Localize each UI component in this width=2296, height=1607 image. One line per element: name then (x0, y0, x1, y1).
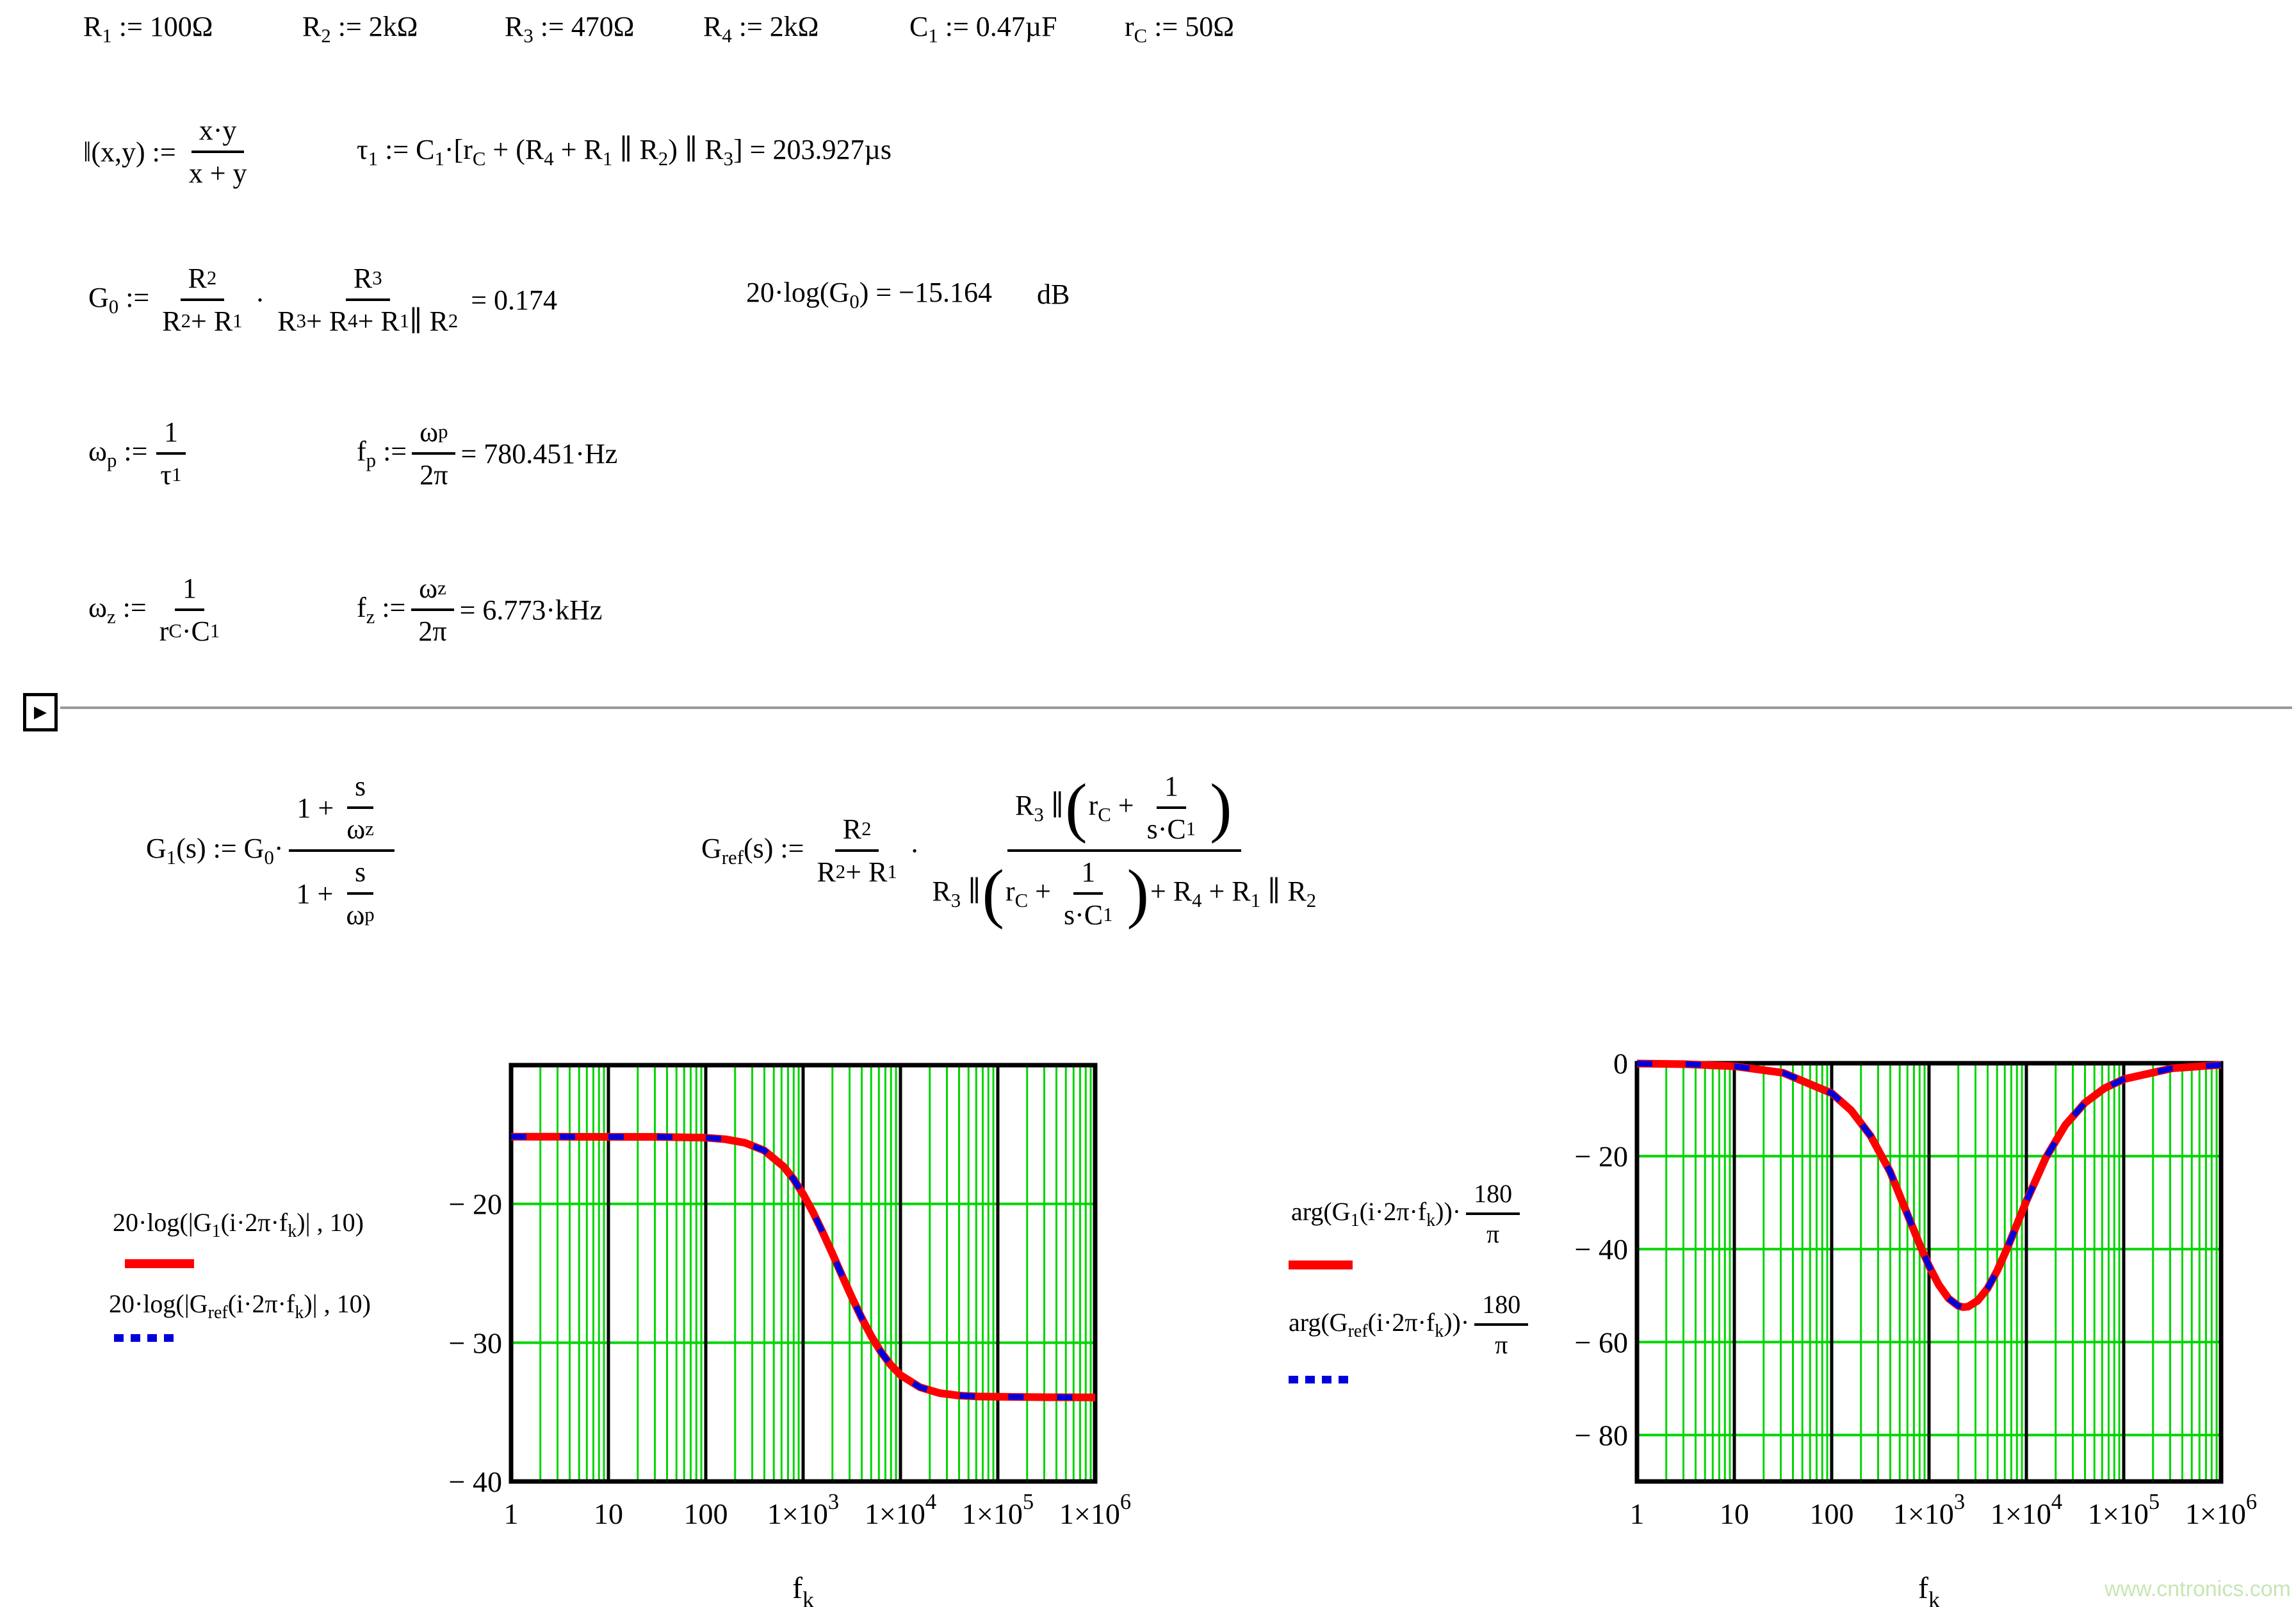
svg-text:100: 100 (684, 1497, 728, 1530)
svg-text:fk: fk (792, 1571, 814, 1607)
g0-db-evaluation[interactable]: 20·log(G0) = −15.164 dB (746, 277, 1070, 313)
svg-text:100: 100 (1810, 1497, 1854, 1530)
phase-legend-series2: arg(Gref(i·2π·fk))· 180 π (1289, 1289, 1533, 1360)
series2-blue-dash-sample (1289, 1376, 1348, 1383)
svg-text:10: 10 (594, 1497, 623, 1530)
svg-text:1×106: 1×106 (2185, 1490, 2257, 1530)
svg-text:1: 1 (1630, 1497, 1645, 1530)
svg-text:− 20: − 20 (449, 1188, 502, 1221)
svg-text:1×103: 1×103 (767, 1490, 839, 1530)
svg-text:fk: fk (1918, 1571, 1940, 1607)
section-collapse-toggle[interactable]: ▶ (23, 693, 58, 731)
svg-text:− 40: − 40 (449, 1465, 502, 1498)
svg-text:1: 1 (504, 1497, 519, 1530)
svg-text:1×104: 1×104 (1991, 1490, 2062, 1530)
phase-legend-series1: arg(G1(i·2π·fk))· 180 π (1291, 1179, 1525, 1249)
svg-text:− 20: − 20 (1575, 1140, 1628, 1173)
svg-text:− 40: − 40 (1575, 1233, 1628, 1266)
svg-text:1×106: 1×106 (1059, 1490, 1131, 1530)
svg-text:− 80: − 80 (1575, 1419, 1628, 1451)
magnitude-plot[interactable]: 1 10 100 1×103 1×104 1×105 1×106 − 20 − 30 − 40 fk (397, 1038, 1204, 1607)
definition-r1[interactable]: R1 := 100Ω (83, 11, 213, 47)
magnitude-legend-series1: 20·log(|G1(i·2π·fk)| , 10) (113, 1208, 364, 1241)
svg-text:− 60: − 60 (1575, 1326, 1628, 1358)
watermark: www.cntronics.com (2105, 1577, 2291, 1601)
svg-text:0: 0 (1613, 1047, 1628, 1080)
series1-red-line-sample (1289, 1260, 1353, 1269)
omega-z-definition[interactable]: ωz := 1 r C ·C 1 (88, 573, 220, 647)
parallel-function-definition[interactable]: ‖(x,y) := x·y x + y (83, 114, 260, 190)
phase-plot[interactable]: 1 10 100 1×103 1×104 1×105 1×106 0 − 20 − 40 − 60 −… (1524, 1038, 2296, 1607)
magnitude-legend-series2: 20·log(|Gref(i·2π·fk)| , 10) (109, 1289, 371, 1323)
parallel-lhs: ‖(x,y) := (83, 136, 176, 168)
right-arrow-icon: ▶ (34, 703, 47, 722)
definition-c1[interactable]: C1 := 0.47µF (909, 11, 1057, 47)
series2-blue-dash-sample (114, 1334, 174, 1342)
parallel-fraction: x·y x + y (188, 115, 247, 189)
svg-text:1×103: 1×103 (1893, 1490, 1965, 1530)
svg-text:− 30: − 30 (449, 1326, 502, 1359)
section-divider (60, 706, 2292, 709)
svg-text:1×105: 1×105 (2088, 1490, 2160, 1530)
svg-text:1×105: 1×105 (962, 1490, 1034, 1530)
definition-rc[interactable]: rC := 50Ω (1125, 11, 1234, 47)
definition-r2[interactable]: R2 := 2kΩ (302, 11, 418, 47)
tau1-definition[interactable]: τ1 := C1·[rC + (R4 + R1 ∥ R2) ∥ R3] = 20… (357, 134, 892, 170)
definition-r4[interactable]: R4 := 2kΩ (703, 11, 819, 47)
definition-r3[interactable]: R3 := 470Ω (505, 11, 635, 47)
svg-text:10: 10 (1720, 1497, 1749, 1530)
series1-red-line-sample (125, 1259, 194, 1268)
svg-text:1×104: 1×104 (865, 1490, 936, 1530)
db-unit-label: dB (1037, 279, 1070, 311)
